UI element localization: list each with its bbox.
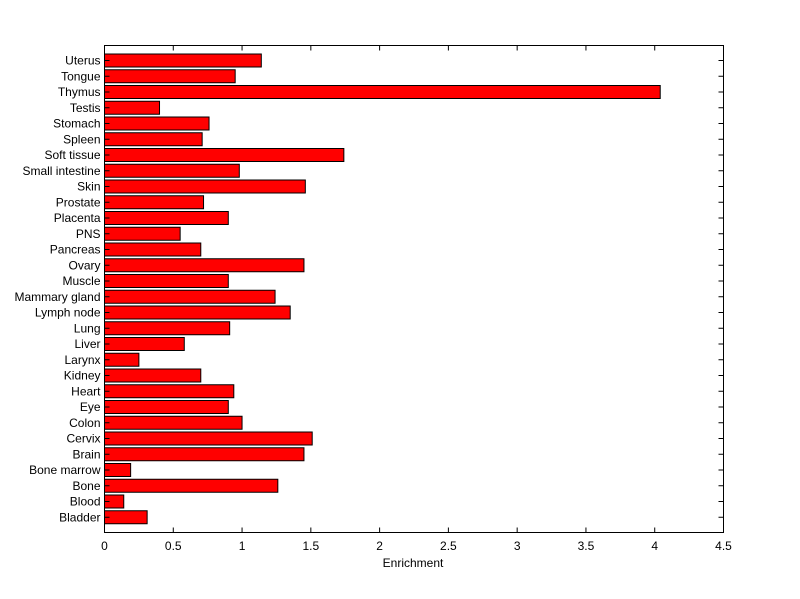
- y-tick-label-stomach: Stomach: [53, 117, 100, 131]
- y-tick-label-mammary-gland: Mammary gland: [14, 290, 100, 304]
- y-tick-label-bone: Bone: [72, 479, 100, 493]
- bar-eye: [104, 400, 229, 414]
- bar-brain: [104, 447, 305, 462]
- bar-thymus: [104, 85, 661, 99]
- y-tick-label-bladder: Bladder: [59, 510, 100, 524]
- y-tick-label-soft-tissue: Soft tissue: [44, 148, 100, 162]
- bar-uterus: [104, 53, 262, 68]
- bar-stomach: [104, 116, 210, 131]
- bar-lung: [104, 321, 231, 336]
- y-tick-label-prostate: Prostate: [56, 195, 101, 209]
- y-tick-label-testis: Testis: [70, 101, 101, 115]
- y-tick-label-blood: Blood: [70, 495, 101, 509]
- y-tick-label-bone-marrow: Bone marrow: [29, 463, 101, 477]
- x-tick-label-4: 2: [376, 539, 383, 553]
- bar-ovary: [104, 258, 305, 273]
- bar-lymph-node: [104, 305, 291, 320]
- bar-cervix: [104, 431, 313, 446]
- x-tick-label-8: 4: [651, 539, 658, 553]
- bar-mammary-gland: [104, 289, 276, 304]
- bar-skin: [104, 179, 306, 194]
- x-tick-label-0: 0: [101, 539, 108, 553]
- y-tick-label-skin: Skin: [77, 180, 100, 194]
- bar-small-intestine: [104, 163, 240, 178]
- y-tick-label-muscle: Muscle: [62, 274, 100, 288]
- plot-frame: [104, 45, 724, 533]
- x-tick-label-5: 2.5: [440, 539, 457, 553]
- bar-liver: [104, 337, 185, 351]
- y-tick-label-larynx: Larynx: [64, 353, 100, 367]
- y-tick-label-pancreas: Pancreas: [50, 243, 101, 257]
- x-ticks-group: 0 0.5 1 1.5 2 2.5 3 3.5 4 4.5: [101, 45, 732, 553]
- y-tick-label-liver: Liver: [74, 337, 100, 351]
- y-tick-label-eye: Eye: [80, 400, 101, 414]
- bar-bone: [104, 478, 279, 493]
- bar-muscle: [104, 274, 229, 288]
- y-tick-label-lymph-node: Lymph node: [35, 306, 101, 320]
- y-tick-label-placenta: Placenta: [54, 211, 101, 225]
- y-tick-label-colon: Colon: [69, 416, 100, 430]
- bar-spleen: [104, 132, 203, 147]
- bar-colon: [104, 415, 243, 430]
- bar-bladder: [104, 510, 148, 525]
- y-tick-label-thymus: Thymus: [58, 85, 101, 99]
- y-tick-label-small-intestine: Small intestine: [22, 164, 100, 178]
- bar-soft-tissue: [104, 148, 345, 162]
- y-tick-label-kidney: Kidney: [64, 369, 101, 383]
- bar-prostate: [104, 195, 205, 210]
- bar-testis: [104, 100, 161, 115]
- x-tick-label-9: 4.5: [715, 539, 732, 553]
- bar-tongue: [104, 69, 236, 84]
- y-tick-label-spleen: Spleen: [63, 132, 100, 146]
- bar-placenta: [104, 211, 229, 225]
- x-tick-label-6: 3: [514, 539, 521, 553]
- x-axis-label: Enrichment: [383, 556, 444, 570]
- bars-group: [104, 53, 661, 525]
- y-tick-label-ovary: Ovary: [68, 258, 100, 272]
- y-tick-label-uterus: Uterus: [65, 54, 100, 68]
- bar-larynx: [104, 352, 140, 367]
- y-tick-label-cervix: Cervix: [66, 432, 100, 446]
- bar-pns: [104, 226, 181, 241]
- x-tick-label-1: 0.5: [165, 539, 182, 553]
- y-tick-label-brain: Brain: [72, 447, 100, 461]
- bar-kidney: [104, 368, 202, 383]
- y-tick-label-heart: Heart: [71, 384, 101, 398]
- x-tick-label-3: 1.5: [302, 539, 319, 553]
- x-tick-label-2: 1: [239, 539, 246, 553]
- bar-heart: [104, 384, 235, 399]
- y-tick-label-lung: Lung: [74, 321, 101, 335]
- y-tick-label-tongue: Tongue: [61, 69, 101, 83]
- x-tick-label-7: 3.5: [578, 539, 595, 553]
- y-tick-label-pns: PNS: [76, 227, 101, 241]
- bar-pancreas: [104, 242, 202, 257]
